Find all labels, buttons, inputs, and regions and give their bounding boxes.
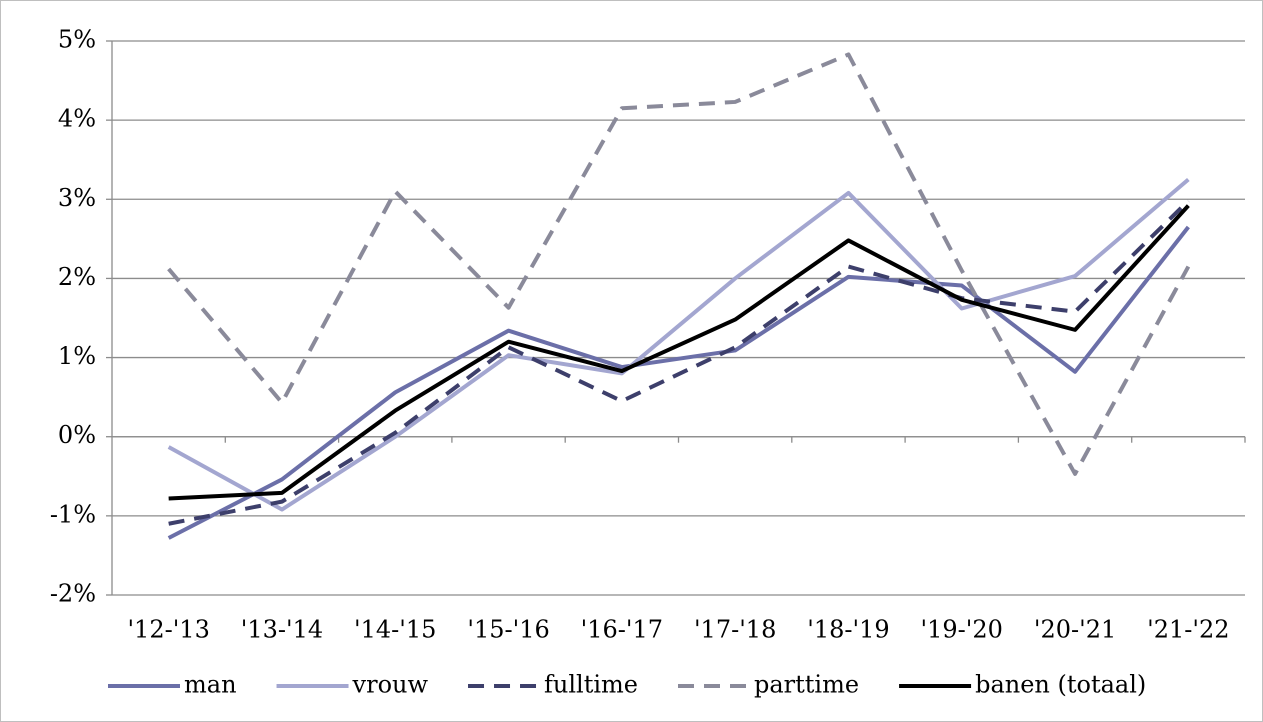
x-tick-label: '12-'13 <box>127 616 209 644</box>
legend-label: banen (totaal) <box>975 671 1146 699</box>
y-tick-label: -2% <box>50 580 96 608</box>
y-tick-label: 2% <box>58 263 96 291</box>
series-line <box>167 225 1190 540</box>
x-tick-label: '16-'17 <box>581 616 663 644</box>
x-tick-label: '20-'21 <box>1034 616 1116 644</box>
x-tick-label: '17-'18 <box>694 616 776 644</box>
y-tick-label: 5% <box>58 26 96 54</box>
x-tick-label: '18-'19 <box>807 616 889 644</box>
y-tick-label: -1% <box>50 500 96 528</box>
y-tick-label: 3% <box>58 184 96 212</box>
x-tick-label: '15-'16 <box>467 616 549 644</box>
legend-label: parttime <box>754 671 859 699</box>
series-line <box>168 199 1190 526</box>
series-line <box>167 177 1190 512</box>
series-line <box>168 204 1190 501</box>
y-tick-label: 4% <box>58 105 96 133</box>
y-tick-label: 1% <box>58 342 96 370</box>
series-line <box>167 52 1191 476</box>
legend-label: man <box>184 671 237 699</box>
legend-label: vrouw <box>352 671 429 699</box>
x-tick-label: '13-'14 <box>241 616 323 644</box>
y-tick-label: 0% <box>58 421 96 449</box>
legend-label: fulltime <box>544 671 638 699</box>
x-tick-label: '19-'20 <box>921 616 1003 644</box>
x-tick-label: '14-'15 <box>354 616 436 644</box>
x-tick-label: '21-'22 <box>1147 616 1229 644</box>
